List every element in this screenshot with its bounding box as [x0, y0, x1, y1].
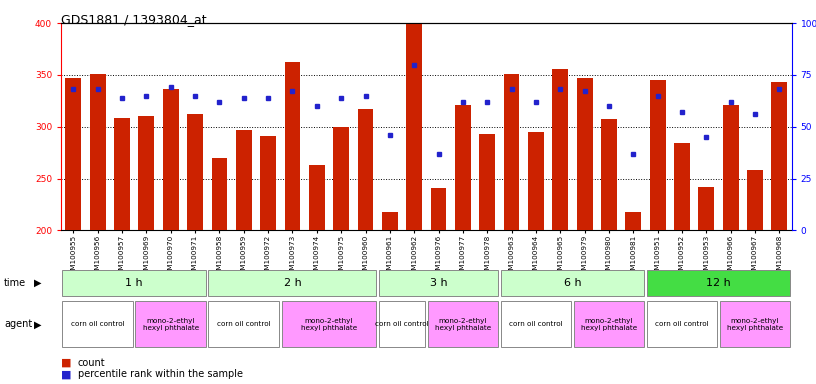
Bar: [406, 23, 422, 230]
Text: 3 h: 3 h: [430, 278, 447, 288]
Bar: [333, 127, 349, 230]
Bar: [382, 212, 397, 230]
Text: ■: ■: [61, 358, 72, 368]
Text: 12 h: 12 h: [706, 278, 731, 288]
Bar: [723, 105, 738, 230]
Bar: [601, 119, 617, 230]
Bar: [163, 89, 179, 230]
Bar: [646, 301, 717, 347]
Bar: [282, 301, 376, 347]
Text: mono-2-ethyl
hexyl phthalate: mono-2-ethyl hexyl phthalate: [301, 318, 357, 331]
Bar: [528, 132, 543, 230]
Bar: [260, 136, 276, 230]
Text: corn oil control: corn oil control: [217, 321, 271, 328]
Bar: [379, 270, 499, 296]
Bar: [479, 134, 495, 230]
Text: 2 h: 2 h: [284, 278, 301, 288]
Bar: [698, 187, 714, 230]
Text: mono-2-ethyl
hexyl phthalate: mono-2-ethyl hexyl phthalate: [581, 318, 637, 331]
Bar: [139, 116, 154, 230]
Text: agent: agent: [4, 319, 33, 329]
Text: ▶: ▶: [34, 319, 42, 329]
Text: mono-2-ethyl
hexyl phthalate: mono-2-ethyl hexyl phthalate: [727, 318, 783, 331]
Text: corn oil control: corn oil control: [375, 321, 429, 328]
Bar: [135, 301, 206, 347]
Text: ▶: ▶: [34, 278, 42, 288]
Bar: [208, 270, 376, 296]
Bar: [62, 270, 206, 296]
Bar: [577, 78, 592, 230]
Bar: [500, 270, 645, 296]
Bar: [236, 130, 251, 230]
Text: 1 h: 1 h: [126, 278, 143, 288]
Bar: [187, 114, 203, 230]
Bar: [208, 301, 279, 347]
Bar: [65, 78, 82, 230]
Text: corn oil control: corn oil control: [509, 321, 563, 328]
Text: mono-2-ethyl
hexyl phthalate: mono-2-ethyl hexyl phthalate: [435, 318, 491, 331]
Text: GDS1881 / 1393804_at: GDS1881 / 1393804_at: [61, 13, 206, 26]
Bar: [431, 188, 446, 230]
Bar: [500, 301, 571, 347]
Text: time: time: [4, 278, 26, 288]
Bar: [357, 109, 374, 230]
Bar: [455, 105, 471, 230]
Bar: [552, 69, 568, 230]
Text: corn oil control: corn oil control: [655, 321, 709, 328]
Bar: [309, 165, 325, 230]
Bar: [90, 74, 105, 230]
Text: count: count: [78, 358, 105, 368]
Bar: [114, 118, 130, 230]
Bar: [747, 170, 763, 230]
Bar: [574, 301, 645, 347]
Bar: [503, 74, 520, 230]
Text: percentile rank within the sample: percentile rank within the sample: [78, 369, 242, 379]
Text: corn oil control: corn oil control: [71, 321, 125, 328]
Bar: [62, 301, 133, 347]
Bar: [674, 143, 690, 230]
Bar: [646, 270, 791, 296]
Bar: [650, 80, 666, 230]
Bar: [379, 301, 425, 347]
Text: ■: ■: [61, 369, 72, 379]
Bar: [211, 158, 228, 230]
Bar: [771, 82, 787, 230]
Bar: [428, 301, 499, 347]
Bar: [285, 63, 300, 230]
Bar: [625, 212, 641, 230]
Text: mono-2-ethyl
hexyl phthalate: mono-2-ethyl hexyl phthalate: [143, 318, 199, 331]
Text: 6 h: 6 h: [564, 278, 581, 288]
Bar: [720, 301, 791, 347]
